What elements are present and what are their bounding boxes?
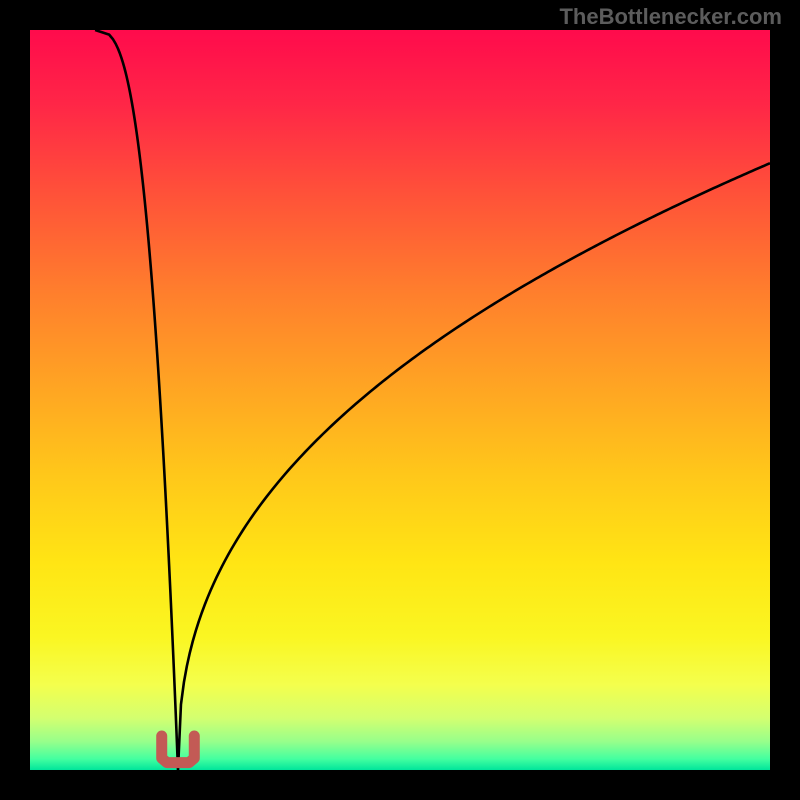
- watermark-text: TheBottlenecker.com: [559, 4, 782, 30]
- chart-svg: [30, 30, 770, 770]
- gradient-background: [30, 30, 770, 770]
- plot-area: [30, 30, 770, 770]
